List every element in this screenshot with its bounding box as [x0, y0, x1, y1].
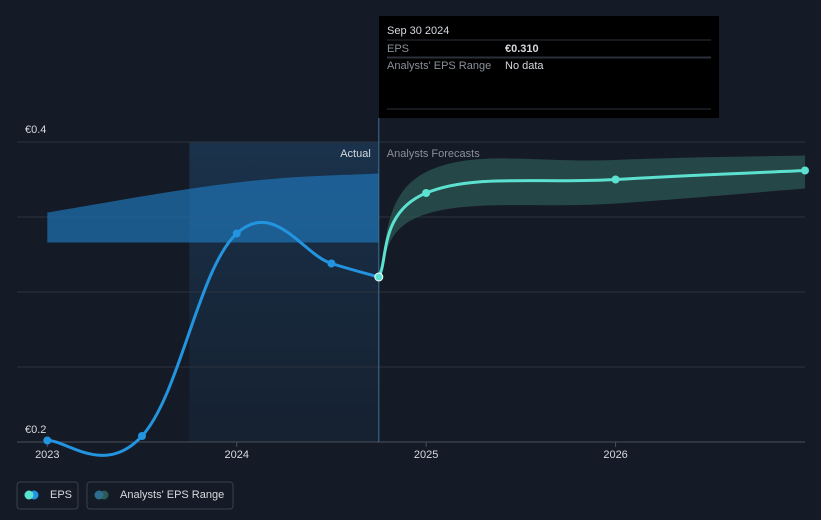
- eps-range-past: [47, 173, 379, 243]
- y-tick-label: €0.4: [25, 124, 46, 136]
- x-tick-label: 2025: [414, 449, 438, 461]
- legend-box: [86, 481, 234, 510]
- data-point: [374, 272, 384, 282]
- tooltip-value: €0.310: [505, 43, 539, 55]
- tooltip-box: [379, 16, 719, 118]
- y-tick-label: €0.2: [25, 424, 46, 436]
- actual-label: Actual: [340, 148, 371, 160]
- data-point: [327, 259, 336, 268]
- tooltip-date: Sep 30 2024: [387, 25, 449, 37]
- legend-label: Analysts' EPS Range: [120, 489, 224, 501]
- data-point: [43, 436, 52, 445]
- legend-swatch: [24, 490, 34, 500]
- tooltip-label: Analysts' EPS Range: [387, 60, 491, 72]
- legend-item[interactable]: Analysts' EPS Range: [86, 481, 234, 510]
- legend-label: EPS: [50, 489, 72, 501]
- forecast-label: Analysts Forecasts: [387, 148, 480, 160]
- data-point: [138, 432, 147, 440]
- legend-item[interactable]: EPS: [16, 481, 79, 510]
- x-tick-label: 2024: [224, 449, 248, 461]
- data-point: [611, 175, 620, 184]
- legend-swatch: [94, 490, 104, 500]
- x-tick-label: 2023: [35, 449, 59, 461]
- tooltip-label: EPS: [387, 43, 409, 55]
- data-point: [801, 166, 809, 175]
- legend-box: [16, 481, 79, 510]
- x-tick-label: 2026: [603, 449, 627, 461]
- forecast-line: [377, 169, 806, 278]
- data-point: [232, 229, 241, 238]
- eps-range-future: [378, 155, 805, 277]
- tooltip-value: No data: [505, 60, 544, 72]
- data-point: [422, 189, 431, 197]
